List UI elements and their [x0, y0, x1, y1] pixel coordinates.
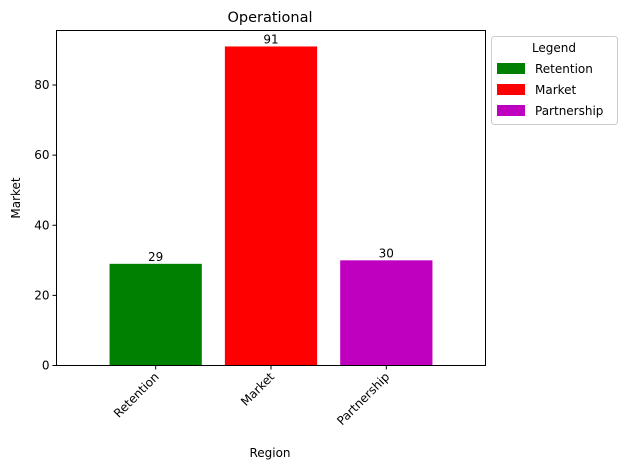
- bar-market: [224, 46, 318, 366]
- x-tick-label-partnership: Partnership: [334, 370, 392, 428]
- bar-retention: [109, 263, 202, 366]
- x-tick-label-market: Market: [238, 370, 277, 409]
- y-tick-label: 20: [34, 288, 49, 302]
- x-axis: Retention Market Partnership: [111, 365, 392, 428]
- bar-value-label-partnership: 30: [379, 246, 394, 260]
- bar-value-labels: 29 91 30: [148, 32, 394, 263]
- y-axis: 0 20 40 60 80: [34, 78, 57, 373]
- bars-group: [109, 46, 433, 366]
- legend-swatch-partnership: [497, 105, 525, 116]
- chart-title: Operational: [227, 10, 312, 26]
- y-tick-label: 60: [34, 148, 49, 162]
- legend-label-partnership: Partnership: [535, 104, 603, 118]
- legend-entries: Retention Market Partnership: [497, 62, 603, 118]
- x-tick-label-retention: Retention: [111, 370, 162, 421]
- y-tick-label: 40: [34, 218, 49, 232]
- legend-title: Legend: [532, 41, 576, 55]
- y-axis-label: Market: [9, 177, 23, 219]
- legend-swatch-market: [497, 84, 525, 95]
- legend-label-market: Market: [535, 83, 577, 97]
- x-axis-label: Region: [249, 446, 290, 460]
- bar-value-label-retention: 29: [148, 250, 163, 264]
- bar-partnership: [340, 260, 433, 366]
- y-tick-label: 80: [34, 78, 49, 92]
- legend-box: [491, 36, 618, 125]
- bar-value-label-market: 91: [263, 32, 278, 46]
- y-tick-label: 0: [42, 359, 50, 373]
- legend-swatch-retention: [497, 63, 525, 74]
- legend-label-retention: Retention: [535, 62, 593, 76]
- plot-frame: [56, 30, 486, 366]
- legend: Legend Retention Market Partnership: [491, 36, 618, 125]
